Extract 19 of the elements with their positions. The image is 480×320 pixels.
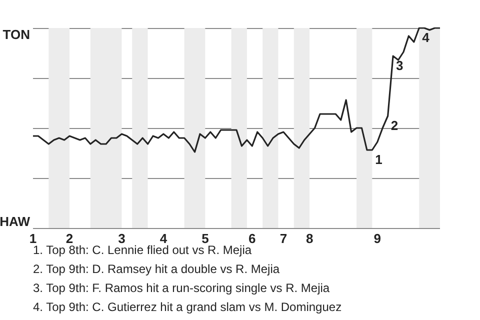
x-tick-label: 7 bbox=[280, 231, 288, 246]
x-tick-label: 4 bbox=[160, 231, 168, 246]
text: TON bbox=[2, 27, 30, 42]
x-tick-label: 8 bbox=[306, 231, 314, 246]
x-tick-label: 5 bbox=[202, 231, 209, 246]
text: 4. Top 9th: C. Gutierrez hit a grand slam vs M. Dominguez bbox=[33, 300, 342, 314]
x-tick-label: 1 bbox=[29, 231, 37, 246]
x-tick-label: 2 bbox=[66, 231, 74, 246]
x-tick-label: 3 bbox=[118, 231, 126, 246]
annotation: 4 bbox=[422, 30, 430, 45]
text: HAW bbox=[0, 214, 31, 229]
x-tick-label: 9 bbox=[374, 231, 381, 246]
annotation: 2 bbox=[390, 118, 398, 133]
annotation: 1 bbox=[375, 152, 382, 167]
x-tick-label: 6 bbox=[248, 231, 256, 246]
text: 2. Top 9th: D. Ramsey hit a double vs R. Mejia bbox=[33, 262, 280, 276]
annotation: 3 bbox=[396, 58, 404, 73]
text: 1. Top 8th: C. Lennie flied out vs R. Mejia bbox=[33, 243, 252, 257]
text: 3. Top 9th: F. Ramos hit a run-scoring single vs R. Mejia bbox=[33, 281, 330, 295]
